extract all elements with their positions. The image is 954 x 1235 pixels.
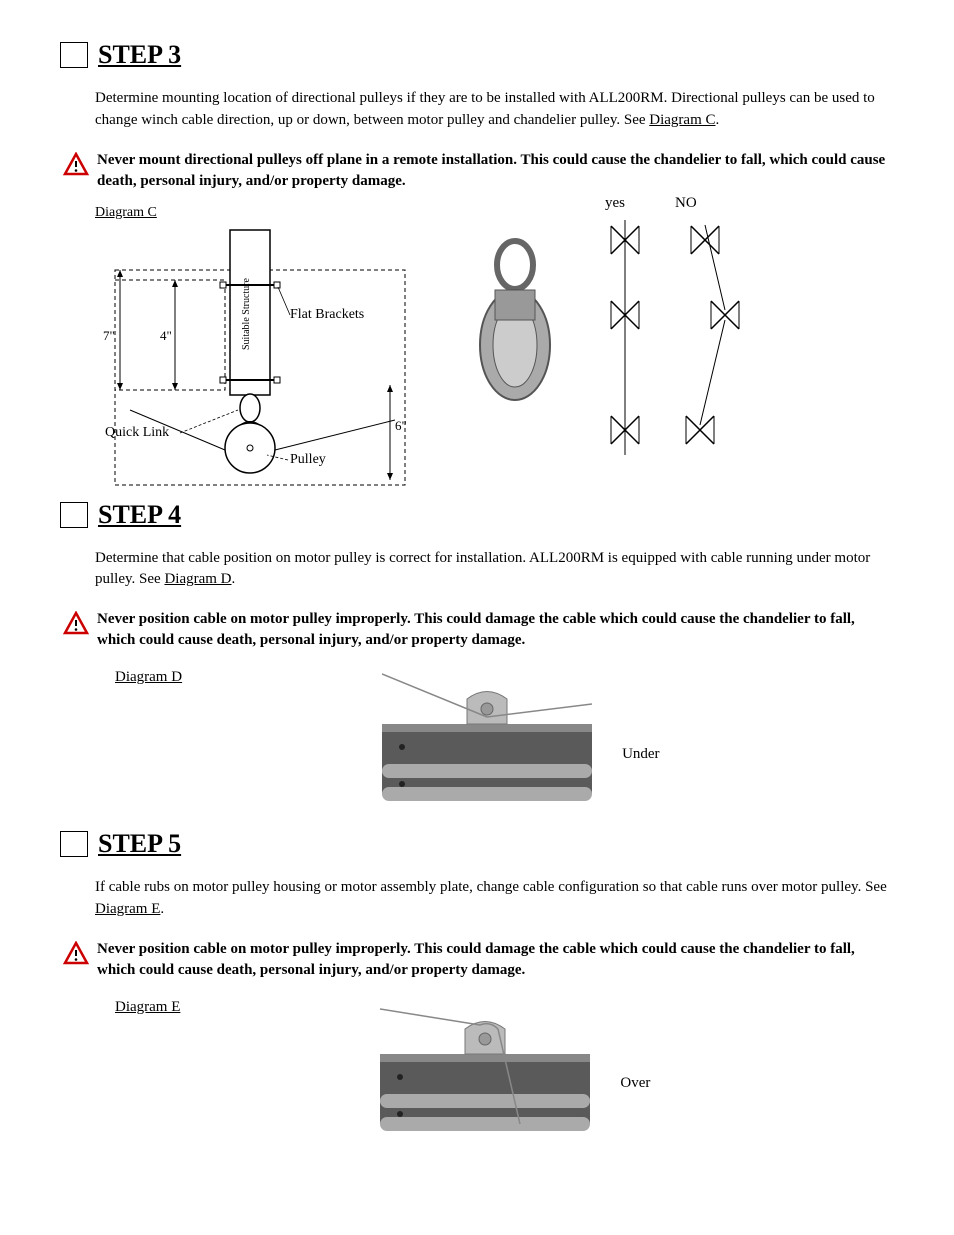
step4-warning: Never position cable on motor pulley imp… <box>63 609 894 651</box>
step5-body-end: . <box>160 901 164 917</box>
flat-brackets-label: Flat Brackets <box>290 307 364 323</box>
step3-checkbox <box>60 42 88 68</box>
step3-title: STEP 3 <box>98 40 181 70</box>
no-column <box>685 220 745 455</box>
step3-header: STEP 3 <box>60 40 894 70</box>
quick-link-label: Quick Link <box>105 425 169 441</box>
step4-body: Determine that cable position on motor p… <box>95 548 894 592</box>
step5-title: STEP 5 <box>98 829 181 859</box>
pulley-photo <box>455 230 575 430</box>
step4-header: STEP 4 <box>60 500 894 530</box>
step3-warning-text: Never mount directional pulleys off plan… <box>97 150 894 192</box>
under-label: Under <box>622 746 660 763</box>
step5-body: If cable rubs on motor pulley housing or… <box>95 877 894 921</box>
diagram-c-link: Diagram C <box>649 112 715 128</box>
diagram-e-label: Diagram E <box>115 999 180 1016</box>
diagram-e-area: Diagram E Over <box>115 999 894 1139</box>
yes-label: yes <box>605 195 625 212</box>
pulley-label: Pulley <box>290 452 326 468</box>
diagram-d-label: Diagram D <box>115 669 182 686</box>
step5-body-text: If cable rubs on motor pulley housing or… <box>95 879 887 895</box>
diagram-d-photo <box>382 669 592 809</box>
no-label: NO <box>675 195 697 212</box>
diagram-d-area: Diagram D Under <box>115 669 894 809</box>
diagram-d-link: Diagram D <box>164 571 231 587</box>
step4-title: STEP 4 <box>98 500 181 530</box>
dim-4: 4" <box>160 328 172 344</box>
warning-icon <box>63 152 89 176</box>
step5-header: STEP 5 <box>60 829 894 859</box>
diagram-e-link: Diagram E <box>95 901 160 917</box>
warning-icon <box>63 941 89 965</box>
step3-body-end: . <box>716 112 720 128</box>
yesno-diagram: yes NO <box>605 195 745 455</box>
step3-body: Determine mounting location of direction… <box>95 88 894 132</box>
over-label: Over <box>620 1075 650 1092</box>
step4-warning-text: Never position cable on motor pulley imp… <box>97 609 894 651</box>
diagram-e-photo <box>380 999 590 1139</box>
step3-warning: Never mount directional pulleys off plan… <box>63 150 894 192</box>
step3-body-text: Determine mounting location of direction… <box>95 90 875 128</box>
dim-6: 6" <box>395 418 407 434</box>
dim-7: 7" <box>103 328 115 344</box>
warning-icon <box>63 611 89 635</box>
step5-warning-text: Never position cable on motor pulley imp… <box>97 939 894 981</box>
diagram-c: Diagram C <box>95 210 435 490</box>
step5-checkbox <box>60 831 88 857</box>
suitable-label: Suitable Structure <box>241 278 252 350</box>
diagram-c-area: Diagram C <box>60 210 894 490</box>
step5-warning: Never position cable on motor pulley imp… <box>63 939 894 981</box>
step4-body-end: . <box>232 571 236 587</box>
step4-checkbox <box>60 502 88 528</box>
yes-column <box>605 220 645 455</box>
